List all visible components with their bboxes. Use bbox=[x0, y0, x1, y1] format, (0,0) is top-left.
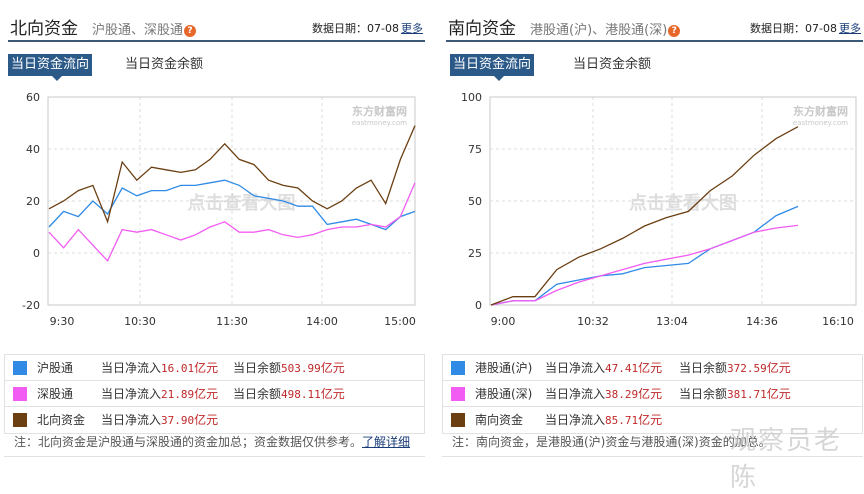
svg-text:东方财富网: 东方财富网 bbox=[352, 104, 407, 118]
svg-text:20: 20 bbox=[26, 195, 40, 208]
panel-title: 北向资金 bbox=[10, 19, 78, 39]
panel-title: 南向资金 bbox=[448, 19, 516, 39]
data-date: 数据日期：07-08 bbox=[312, 22, 399, 35]
svg-text:14:36: 14:36 bbox=[746, 315, 778, 328]
legend-row: 北向资金 当日净流入37.90亿元 bbox=[5, 407, 424, 433]
northbound-panel: 北向资金 沪股通、深股通? 数据日期：07-08 更多 当日资金流向 当日资金余… bbox=[0, 0, 425, 462]
svg-text:点击查看大图: 点击查看大图 bbox=[188, 192, 296, 214]
divider bbox=[442, 456, 863, 457]
sz-swatch-icon bbox=[13, 387, 27, 401]
svg-text:13:04: 13:04 bbox=[656, 315, 688, 328]
help-icon[interactable]: ? bbox=[668, 25, 681, 37]
svg-text:75: 75 bbox=[468, 143, 482, 156]
tab-daily-balance[interactable]: 当日资金余额 bbox=[125, 57, 204, 72]
svg-text:40: 40 bbox=[26, 143, 40, 156]
panel-subtitle: 沪股通、深股通? bbox=[92, 19, 197, 38]
northbound-flow-chart[interactable]: -20 0 20 40 60 9:30 10:30 11:30 14:00 15:00 点击查看大图… bbox=[0, 82, 425, 342]
data-date: 数据日期：07-08 bbox=[750, 22, 837, 35]
svg-text:50: 50 bbox=[468, 195, 482, 208]
sh-swatch-icon bbox=[13, 361, 27, 375]
legend-table: 沪股通 当日净流入16.01亿元 当日余额503.99亿元 深股通 当日净流入2… bbox=[4, 354, 425, 434]
svg-text:点击查看大图: 点击查看大图 bbox=[629, 192, 737, 214]
svg-text:14:00: 14:00 bbox=[306, 315, 338, 328]
footnote: 注：南向资金，是港股通(沪)资金与港股通(深)资金的加总。 bbox=[452, 435, 771, 449]
svg-text:10:32: 10:32 bbox=[577, 315, 609, 328]
tab-daily-flow[interactable]: 当日资金流向 bbox=[450, 54, 535, 81]
tab-daily-flow[interactable]: 当日资金流向 bbox=[8, 54, 93, 81]
svg-text:25: 25 bbox=[468, 247, 482, 260]
svg-text:东方财富网: 东方财富网 bbox=[793, 104, 848, 118]
southbound-panel: 南向资金 港股通(沪)、港股通(深)? 数据日期：07-08 更多 当日资金流向… bbox=[438, 0, 863, 462]
svg-text:9:30: 9:30 bbox=[50, 315, 75, 328]
southbound-header: 南向资金 港股通(沪)、港股通(深)? 数据日期：07-08 更多 bbox=[446, 10, 863, 42]
northbound-header: 北向资金 沪股通、深股通? 数据日期：07-08 更多 bbox=[8, 10, 425, 42]
total-swatch-icon bbox=[13, 413, 27, 427]
total-swatch-icon bbox=[451, 413, 465, 427]
legend-table: 港股通(沪) 当日净流入47.41亿元 当日余额372.59亿元 港股通(深) … bbox=[442, 354, 863, 434]
legend-row: 港股通(深) 当日净流入38.29亿元 当日余额381.71亿元 bbox=[443, 381, 862, 407]
svg-text:9:00: 9:00 bbox=[491, 315, 516, 328]
tab-daily-balance[interactable]: 当日资金余额 bbox=[573, 57, 652, 72]
svg-text:-20: -20 bbox=[22, 299, 40, 312]
learn-more-link[interactable]: 了解详细 bbox=[362, 435, 411, 449]
svg-text:100: 100 bbox=[461, 91, 482, 104]
svg-text:0: 0 bbox=[33, 247, 40, 260]
divider bbox=[4, 456, 425, 457]
svg-text:0: 0 bbox=[475, 299, 482, 312]
svg-text:10:30: 10:30 bbox=[124, 315, 156, 328]
svg-text:60: 60 bbox=[26, 91, 40, 104]
svg-text:eastmoney.com: eastmoney.com bbox=[793, 119, 848, 127]
legend-row: 深股通 当日净流入21.89亿元 当日余额498.11亿元 bbox=[5, 381, 424, 407]
hk-sh-swatch-icon bbox=[451, 361, 465, 375]
more-link[interactable]: 更多 bbox=[839, 22, 861, 35]
svg-text:16:10: 16:10 bbox=[822, 315, 854, 328]
page-watermark: 观察员老陈 bbox=[730, 426, 843, 493]
panel-subtitle: 港股通(沪)、港股通(深)? bbox=[530, 19, 681, 38]
legend-row: 港股通(沪) 当日净流入47.41亿元 当日余额372.59亿元 bbox=[443, 355, 862, 381]
help-icon[interactable]: ? bbox=[184, 25, 197, 37]
svg-text:11:30: 11:30 bbox=[216, 315, 248, 328]
svg-text:eastmoney.com: eastmoney.com bbox=[352, 119, 407, 127]
southbound-flow-chart[interactable]: 0 25 50 75 100 9:00 10:32 13:04 14:36 16:10 点击查看大图… bbox=[438, 82, 863, 342]
legend-row: 南向资金 当日净流入85.71亿元 bbox=[443, 407, 862, 433]
legend-row: 沪股通 当日净流入16.01亿元 当日余额503.99亿元 bbox=[5, 355, 424, 381]
hk-sz-swatch-icon bbox=[451, 387, 465, 401]
svg-text:15:00: 15:00 bbox=[384, 315, 416, 328]
more-link[interactable]: 更多 bbox=[401, 22, 423, 35]
footnote: 注：北向资金是沪股通与深股通的资金加总；资金数据仅供参考。了解详细 bbox=[14, 435, 411, 449]
